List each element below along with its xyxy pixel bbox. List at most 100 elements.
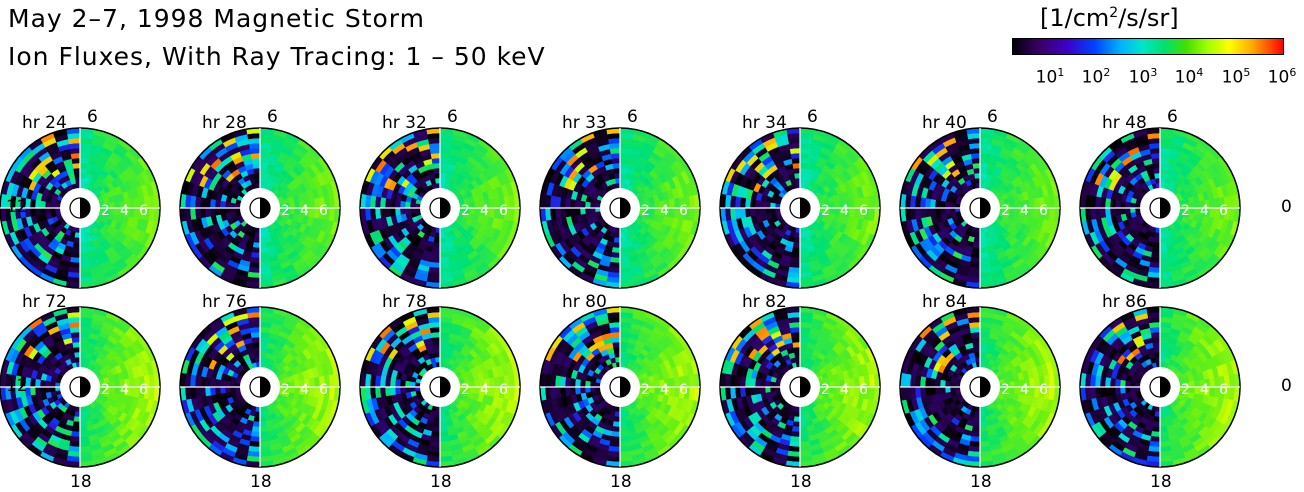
flux-cell (610, 257, 620, 263)
flux-cell (800, 242, 807, 248)
radial-tick-label: 2 (1001, 203, 1010, 219)
radial-tick-label: 2 (821, 203, 830, 219)
flux-cell (615, 412, 620, 417)
flux-cell (290, 208, 295, 214)
flux-cell (1154, 238, 1160, 243)
flux-cell (80, 163, 88, 169)
flux-cell (440, 183, 444, 188)
radial-tick-label: 4 (1020, 203, 1029, 219)
radial-tick-label: 6 (859, 203, 868, 219)
flux-cell (791, 252, 800, 258)
flux-cell (792, 163, 800, 169)
flux-cell (1160, 242, 1167, 248)
flux-cell (1150, 153, 1160, 159)
flux-cell (595, 204, 600, 208)
flux-cell (590, 382, 595, 387)
flux-cell (260, 342, 268, 348)
flux-cell (290, 387, 295, 393)
flux-cell (940, 201, 946, 208)
flux-cell (930, 199, 936, 208)
flux-cell (1110, 208, 1116, 217)
flux-cell (971, 158, 980, 164)
flux-cell (580, 208, 586, 215)
flux-cell (565, 198, 571, 208)
flux-cell (434, 417, 440, 422)
radial-tick-label: 4 (840, 203, 849, 219)
flux-cell (849, 208, 855, 218)
flux-cell (80, 158, 89, 164)
flux-cell (755, 208, 761, 216)
flux-cell (80, 342, 88, 348)
flux-cell (470, 208, 475, 214)
radial-tick-label: 2 (101, 203, 110, 219)
flux-cell (976, 228, 980, 233)
flux-cell (385, 387, 391, 397)
flux-cell (620, 362, 624, 367)
flux-cell (972, 247, 980, 253)
flux-cell (205, 208, 211, 218)
flux-cell (385, 377, 391, 387)
flux-cell (80, 247, 88, 253)
radial-tick-label: 4 (660, 203, 669, 219)
flux-cell (570, 208, 576, 217)
flux-cell (405, 381, 410, 387)
flux-cell (250, 153, 260, 159)
flux-cell (254, 417, 260, 422)
flux-cell (385, 208, 391, 218)
flux-cell (75, 412, 80, 417)
flux-cell (80, 436, 90, 442)
radial-tick-label: 6 (1219, 203, 1228, 219)
flux-cell (76, 228, 80, 233)
flux-cell (1160, 252, 1169, 258)
flux-cell (30, 378, 36, 387)
flux-cell (620, 347, 627, 353)
flux-cell (830, 387, 835, 393)
flux-cell (80, 352, 86, 357)
flux-cell (611, 337, 620, 343)
flux-cell (585, 202, 590, 208)
radial-tick-label: 4 (120, 382, 129, 398)
flux-cell (1135, 204, 1140, 208)
flux-cell (80, 173, 86, 178)
flux-cell (620, 178, 625, 183)
flux-cell (40, 380, 46, 387)
flux-cell (620, 158, 629, 164)
flux-cell (395, 208, 401, 216)
flux-cell (575, 200, 581, 208)
flux-cell (71, 431, 80, 437)
flux-cell (260, 242, 267, 248)
radial-tick-label: 6 (1039, 203, 1048, 219)
flux-cell (765, 202, 770, 208)
flux-cell (796, 228, 800, 233)
flux-cell (80, 362, 84, 367)
flux-cell (35, 200, 41, 208)
flux-cell (580, 387, 586, 394)
flux-cell (770, 382, 775, 387)
flux-cell (390, 387, 396, 396)
flux-cell (110, 387, 115, 393)
flux-cell (129, 377, 135, 387)
flux-cell (849, 198, 855, 208)
flux-cell (260, 252, 269, 258)
flux-cell (435, 412, 440, 417)
flux-cell (220, 208, 226, 215)
flux-cell (1153, 242, 1160, 248)
flux-cell (40, 387, 46, 394)
flux-cell (800, 257, 810, 263)
flux-cell (80, 168, 87, 174)
flux-cell (430, 257, 440, 263)
flux-cell (570, 387, 576, 396)
flux-cell (309, 208, 315, 218)
flux-cell (980, 168, 987, 174)
flux-cell (260, 173, 266, 178)
flux-cell (431, 158, 440, 164)
flux-cell (436, 407, 440, 412)
flux-cell (615, 233, 620, 238)
flux-cell (1151, 158, 1160, 164)
flux-cell (390, 208, 396, 217)
